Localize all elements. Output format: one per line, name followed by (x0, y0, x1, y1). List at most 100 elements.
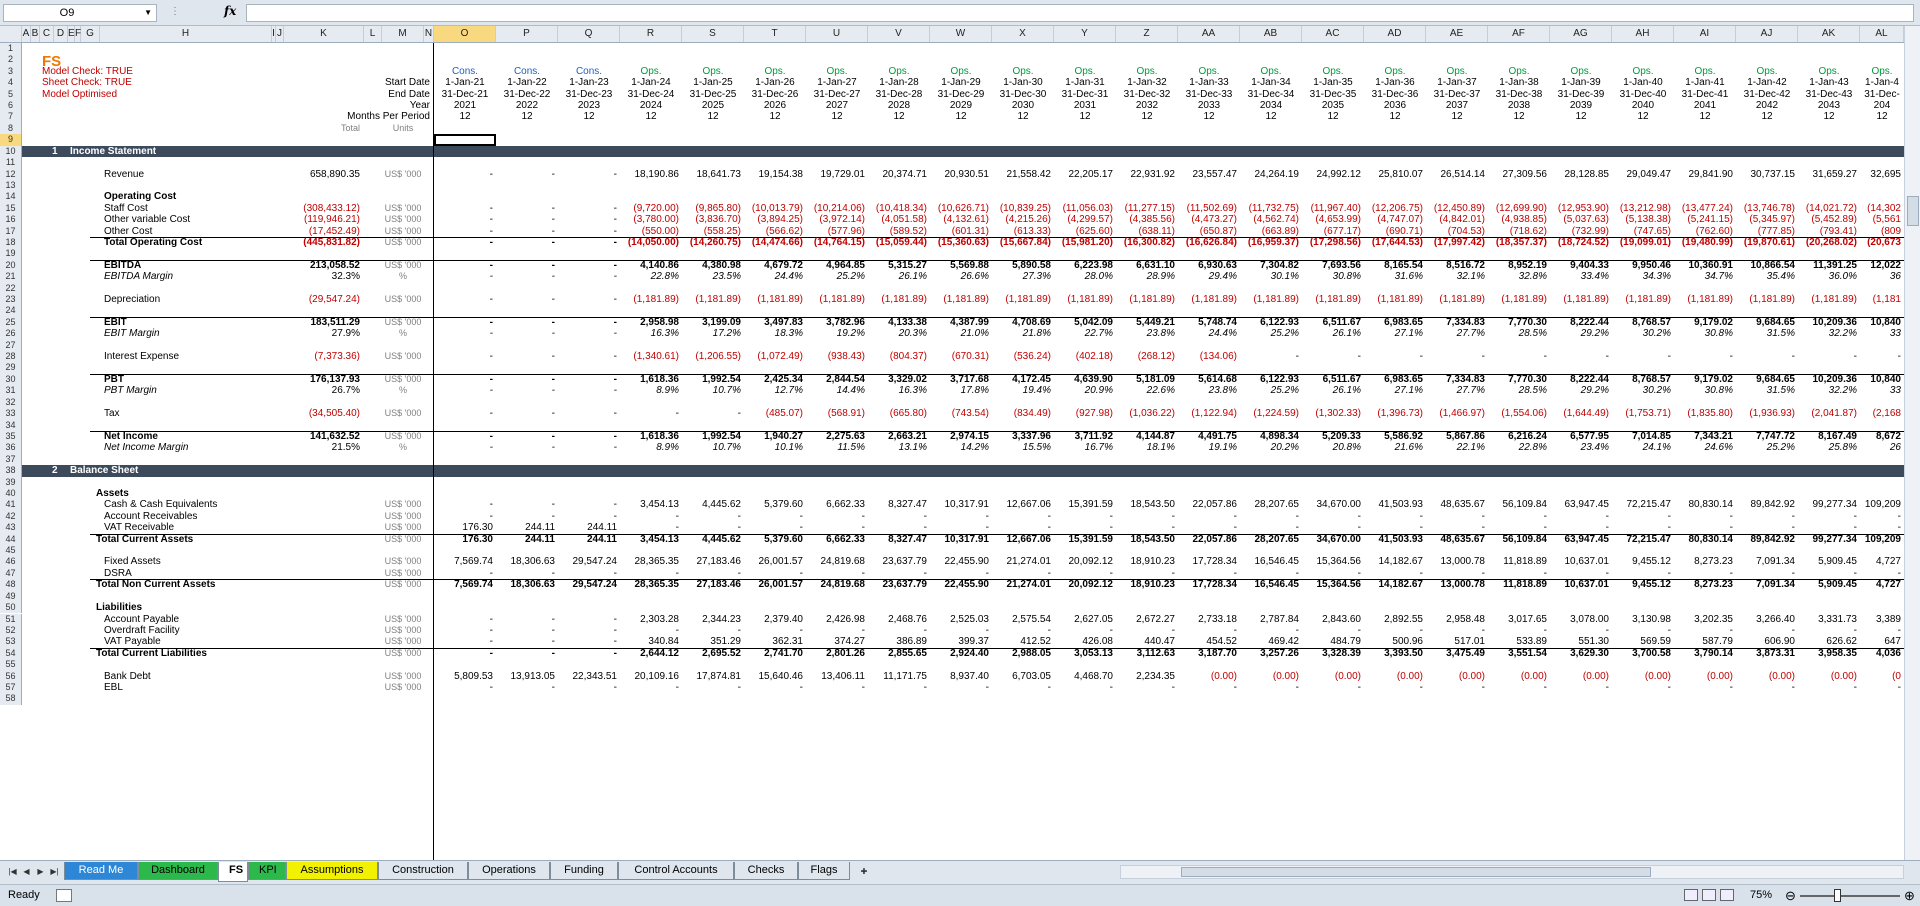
row-header[interactable]: 20 (0, 259, 22, 272)
horizontal-scrollbar[interactable] (1120, 865, 1904, 879)
prev-sheet-icon[interactable]: ◀ (23, 867, 30, 876)
column-header-d[interactable]: D (54, 26, 68, 42)
column-header-j[interactable]: J (276, 26, 284, 42)
row-header[interactable]: 3 (0, 65, 22, 78)
last-sheet-icon[interactable]: ▶| (50, 867, 59, 876)
sheet-tab-assumptions[interactable]: Assumptions (286, 862, 378, 880)
row-header[interactable]: 50 (0, 602, 22, 614)
column-header-q[interactable]: Q (558, 26, 620, 42)
row-header[interactable]: 42 (0, 510, 22, 523)
row-header[interactable]: 4 (0, 77, 22, 89)
row-header[interactable]: 45 (0, 545, 22, 557)
row-header[interactable]: 43 (0, 522, 22, 534)
row-header[interactable]: 23 (0, 294, 22, 306)
row-header[interactable]: 9 (0, 134, 22, 146)
column-header-i[interactable]: I (272, 26, 276, 42)
scroll-thumb[interactable] (1907, 196, 1919, 226)
worksheet-grid[interactable]: 1 2 FS 3 Model Check: TRUE Cons. Cons. Cons. Ops… (0, 43, 1904, 860)
row-header[interactable]: 14 (0, 191, 22, 203)
column-header-ad[interactable]: AD (1364, 26, 1426, 42)
row-header[interactable]: 33 (0, 408, 22, 420)
column-header-aa[interactable]: AA (1178, 26, 1240, 42)
column-header-b[interactable]: B (31, 26, 40, 42)
column-header-ak[interactable]: AK (1798, 26, 1860, 42)
row-header[interactable]: 41 (0, 499, 22, 511)
scroll-thumb[interactable] (1181, 867, 1651, 877)
column-header-s[interactable]: S (682, 26, 744, 42)
row-header[interactable]: 32 (0, 396, 22, 409)
column-header-m[interactable]: M (382, 26, 424, 42)
row-header[interactable]: 56 (0, 670, 22, 682)
row-header[interactable]: 46 (0, 556, 22, 568)
row-header[interactable]: 7 (0, 111, 22, 123)
column-header-ae[interactable]: AE (1426, 26, 1488, 42)
row-header[interactable]: 58 (0, 693, 22, 705)
column-header-x[interactable]: X (992, 26, 1054, 42)
row-header[interactable]: 24 (0, 305, 22, 317)
column-header-o[interactable]: O (434, 26, 496, 42)
resize-handle-icon[interactable]: ⋮ (170, 6, 180, 17)
insert-sheet-icon[interactable]: ✚ (860, 867, 868, 876)
row-header[interactable]: 17 (0, 225, 22, 237)
column-header-t[interactable]: T (744, 26, 806, 42)
row-header[interactable]: 16 (0, 214, 22, 226)
row-header[interactable]: 55 (0, 659, 22, 671)
sheet-tab-kpi[interactable]: KPI (248, 862, 286, 880)
row-header[interactable]: 18 (0, 236, 22, 249)
row-header[interactable]: 10 (0, 145, 22, 158)
row-header[interactable]: 13 (0, 179, 22, 192)
row-header[interactable]: 38 (0, 465, 22, 477)
row-header[interactable]: 34 (0, 419, 22, 431)
row-header[interactable]: 48 (0, 579, 22, 591)
row-header[interactable]: 11 (0, 157, 22, 169)
column-header-p[interactable]: P (496, 26, 558, 42)
column-header-y[interactable]: Y (1054, 26, 1116, 42)
sheet-tab-dashboard[interactable]: Dashboard (138, 862, 218, 880)
zoom-slider[interactable] (1800, 895, 1900, 897)
column-header-af[interactable]: AF (1488, 26, 1550, 42)
column-header-ab[interactable]: AB (1240, 26, 1302, 42)
row-header[interactable]: 31 (0, 385, 22, 397)
row-header[interactable]: 1 (0, 43, 22, 55)
row-header[interactable]: 28 (0, 351, 22, 363)
row-header[interactable]: 47 (0, 567, 22, 580)
row-header[interactable]: 26 (0, 328, 22, 340)
normal-view-icon[interactable] (1684, 889, 1698, 901)
column-header-a[interactable]: A (22, 26, 31, 42)
next-sheet-icon[interactable]: ▶ (37, 867, 44, 876)
row-header[interactable]: 36 (0, 442, 22, 454)
column-header-v[interactable]: V (868, 26, 930, 42)
zoom-level[interactable]: 75% (1750, 889, 1773, 901)
column-header-z[interactable]: Z (1116, 26, 1178, 42)
column-header-aj[interactable]: AJ (1736, 26, 1798, 42)
row-header[interactable]: 27 (0, 339, 22, 352)
row-header[interactable]: 57 (0, 681, 22, 694)
row-header[interactable]: 8 (0, 122, 22, 135)
sheet-tab-control-accounts[interactable]: Control Accounts (618, 862, 734, 880)
column-header-ag[interactable]: AG (1550, 26, 1612, 42)
insert-function-button[interactable]: fx (224, 4, 237, 18)
row-header[interactable]: 29 (0, 362, 22, 374)
sheet-tab-flags[interactable]: Flags (798, 862, 850, 880)
row-header[interactable]: 39 (0, 476, 22, 488)
select-all-corner[interactable] (0, 26, 22, 42)
column-header-u[interactable]: U (806, 26, 868, 42)
sheet-tab-operations[interactable]: Operations (468, 862, 550, 880)
row-header[interactable]: 53 (0, 636, 22, 648)
vertical-scrollbar[interactable] (1904, 26, 1920, 860)
column-header-g[interactable]: G (81, 26, 100, 42)
first-sheet-icon[interactable]: |◀ (8, 867, 17, 876)
row-header[interactable]: 19 (0, 248, 22, 260)
sheet-tab-construction[interactable]: Construction (378, 862, 468, 880)
row-header[interactable]: 40 (0, 487, 22, 500)
column-header-ai[interactable]: AI (1674, 26, 1736, 42)
column-header-ah[interactable]: AH (1612, 26, 1674, 42)
row-header[interactable]: 6 (0, 100, 22, 112)
page-break-icon[interactable] (1720, 889, 1734, 901)
sheet-tab-funding[interactable]: Funding (550, 862, 618, 880)
column-header-e[interactable]: E (68, 26, 75, 42)
column-header-k[interactable]: K (284, 26, 364, 42)
column-header-w[interactable]: W (930, 26, 992, 42)
name-box[interactable]: O9 ▼ (3, 4, 157, 22)
column-header-n[interactable]: N (424, 26, 434, 42)
